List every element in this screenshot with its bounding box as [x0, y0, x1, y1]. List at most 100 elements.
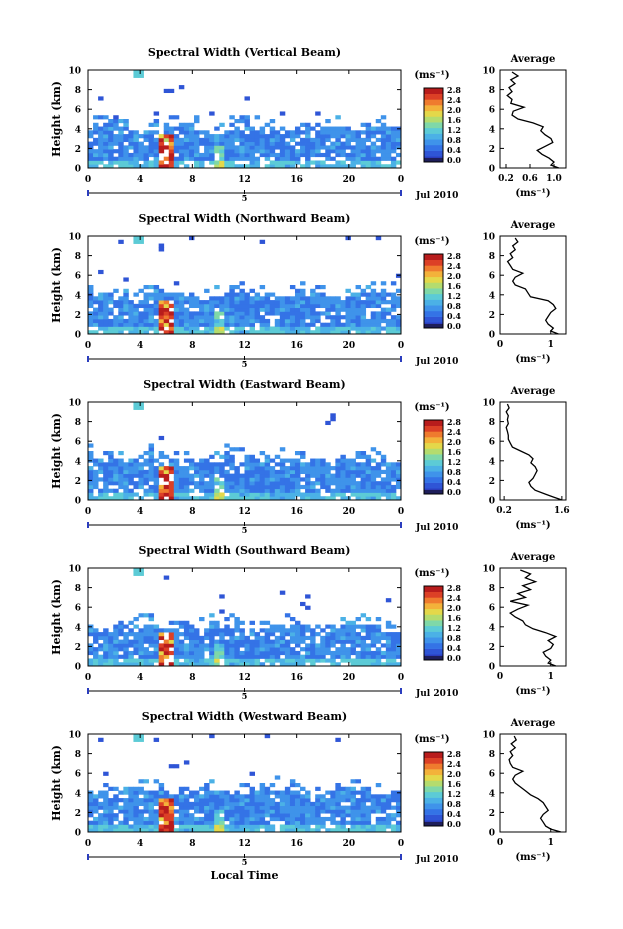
heatmap-cell: [168, 764, 175, 769]
heatmap-cell: [330, 813, 336, 818]
colorbar-segment: [424, 586, 443, 592]
heatmap-cell: [199, 322, 205, 327]
heatmap-cell: [284, 315, 291, 320]
heatmap-cell: [214, 303, 220, 309]
heatmap-cell: [178, 816, 185, 822]
heatmap-cell: [355, 315, 362, 320]
heatmap-cell: [128, 473, 134, 478]
heatmap-cell: [239, 477, 245, 482]
heatmap-cell: [204, 632, 210, 637]
heatmap-cell: [138, 303, 144, 309]
heatmap-cell: [345, 654, 351, 659]
heatmap-cell: [153, 318, 160, 324]
heatmap-cell: [209, 650, 215, 656]
heatmap-cell: [249, 647, 255, 652]
heatmap-cell: [284, 805, 291, 810]
heatmap-cell: [108, 658, 114, 663]
heatmap-cell: [269, 149, 276, 154]
heatmap-cell: [294, 466, 301, 471]
heatmap-cell: [239, 639, 245, 644]
heatmap-cell: [188, 658, 195, 663]
profile-title: Average: [510, 220, 556, 231]
heatmap-cell: [380, 164, 387, 169]
heatmap-cell: [370, 469, 377, 475]
y-tick-label: 2: [75, 311, 81, 321]
heatmap-cell: [284, 134, 291, 139]
heatmap-cell: [173, 820, 180, 825]
heatmap-cell: [244, 96, 250, 101]
heatmap-cell: [254, 156, 261, 161]
heatmap-cell: [380, 481, 387, 486]
heatmap-cell: [219, 326, 225, 331]
heatmap-cell: [239, 152, 245, 158]
heatmap-cell: [330, 149, 336, 154]
heatmap-cell: [385, 488, 392, 493]
heatmap-cell: [143, 624, 149, 629]
heatmap-cell: [118, 662, 124, 667]
heatmap-cell: [229, 632, 235, 637]
heatmap-cell: [204, 809, 210, 814]
heatmap-cell: [244, 477, 250, 482]
heatmap-cell: [88, 303, 94, 309]
profile-y-tick-label: 6: [489, 604, 495, 614]
heatmap-cell: [239, 318, 245, 324]
heatmap-cell: [229, 805, 235, 810]
heatmap-cell: [274, 477, 281, 482]
heatmap-cell: [143, 134, 149, 139]
heatmap-cell: [214, 813, 220, 818]
heatmap-cell: [375, 473, 382, 478]
y-tick-label: 10: [68, 565, 81, 575]
heatmap-cell: [365, 809, 372, 814]
heatmap-cell: [188, 296, 195, 301]
heatmap-cell: [335, 492, 341, 497]
heatmap-cell: [123, 149, 129, 154]
heatmap-cell: [163, 639, 170, 644]
heatmap-cell: [183, 466, 190, 471]
heatmap-cell: [224, 149, 230, 154]
heatmap-cell: [143, 816, 149, 822]
heatmap-cell: [178, 484, 185, 490]
heatmap-cell: [350, 643, 356, 648]
heatmap-cell: [305, 311, 311, 316]
heatmap-cell: [234, 639, 240, 644]
heatmap-cell: [340, 628, 346, 633]
heatmap-cell: [204, 137, 210, 143]
heatmap-cell: [118, 469, 124, 475]
heatmap-cell: [360, 484, 367, 490]
heatmap-cell: [219, 141, 225, 146]
heatmap-cell: [199, 809, 205, 814]
heatmap-cell: [259, 134, 266, 139]
heatmap-cell: [254, 662, 261, 667]
heatmap-cell: [244, 454, 250, 459]
heatmap-cell: [158, 783, 165, 788]
heatmap-cell: [153, 828, 160, 833]
heatmap-cell: [385, 662, 392, 667]
heatmap-cell: [234, 824, 240, 829]
heatmap-cell: [123, 288, 129, 293]
heatmap-cell: [325, 420, 331, 426]
heatmap-cell: [229, 635, 235, 641]
heatmap-cell: [153, 628, 160, 633]
heatmap-cell: [269, 632, 276, 637]
heatmap-cell: [355, 635, 362, 641]
heatmap-cell: [229, 115, 235, 120]
heatmap-cell: [133, 160, 139, 165]
heatmap-cell: [395, 798, 402, 803]
heatmap-cell: [158, 794, 165, 799]
heatmap-cell: [365, 662, 372, 667]
heatmap-cell: [158, 318, 165, 324]
panel-title: Spectral Width (Northward Beam): [139, 212, 351, 225]
heatmap-cell: [375, 149, 382, 154]
heatmap-cell: [234, 315, 240, 320]
heatmap-cell: [264, 647, 271, 652]
heatmap-cell: [284, 130, 291, 135]
heatmap-cell: [133, 236, 139, 241]
heatmap-cell: [204, 134, 210, 139]
heatmap-cell: [118, 239, 124, 244]
heatmap-cell: [229, 801, 235, 807]
heatmap-cell: [385, 654, 392, 659]
heatmap-cell: [209, 613, 215, 618]
heatmap-cell: [385, 307, 392, 312]
heatmap-cell: [244, 654, 250, 659]
heatmap-cell: [249, 813, 255, 818]
